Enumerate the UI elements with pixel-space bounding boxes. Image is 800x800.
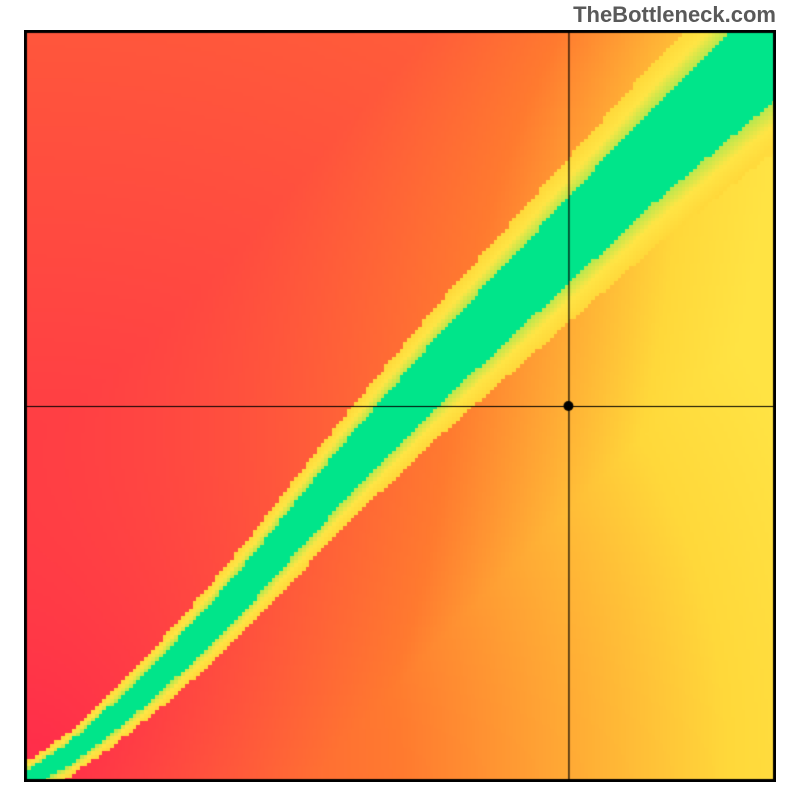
chart-wrap: TheBottleneck.com [0,0,800,800]
watermark-text: TheBottleneck.com [573,2,776,28]
bottleneck-heatmap [24,30,776,782]
